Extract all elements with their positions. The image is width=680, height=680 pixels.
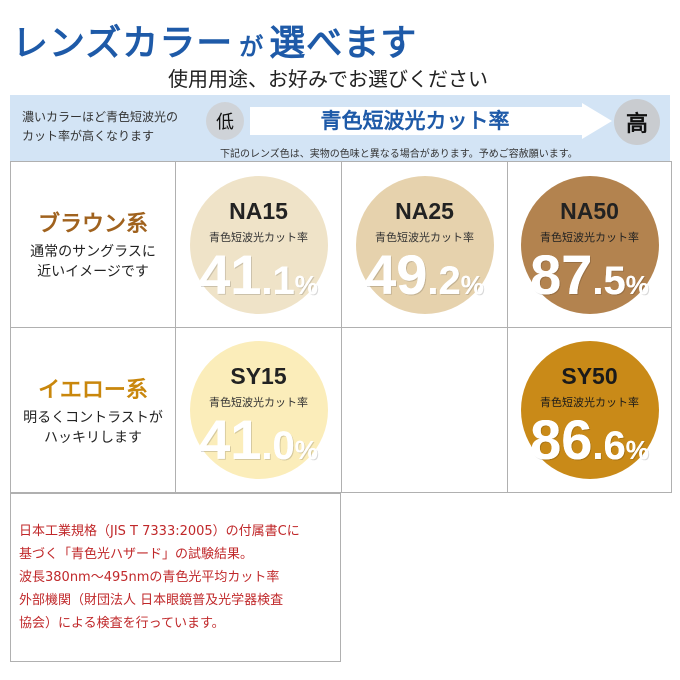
cut-rate-dec: .1: [261, 258, 295, 303]
lens-cell-empty: [341, 327, 508, 493]
lens-cut-rate: 41.1%: [190, 242, 328, 307]
cut-rate-dec: .2: [427, 258, 461, 303]
cut-rate-int: 41: [199, 242, 262, 306]
title-end: 選べます: [269, 23, 418, 64]
lens-swatch: NA50 青色短波光カット率 87.5%: [520, 175, 659, 314]
lens-caption: 青色短波光カット率: [209, 396, 308, 409]
lens-code: NA25: [395, 197, 454, 224]
cut-rate-pct: %: [460, 269, 484, 300]
lens-swatch: NA15 青色短波光カット率 41.1%: [189, 175, 328, 314]
footnote-line: 日本工業規格（JIS T 7333:2005）の付属書Cに: [19, 524, 300, 539]
cut-rate-dec: .5: [592, 258, 626, 303]
cut-rate-int: 41: [199, 408, 262, 471]
footnote-line: 協会）による検査を行っています。: [19, 616, 225, 631]
row-desc-line: 通常のサングラスに: [30, 244, 156, 260]
footnote-box: 日本工業規格（JIS T 7333:2005）の付属書Cに 基づく「青色光ハザー…: [10, 493, 341, 662]
lens-cell-sy15: SY15 青色短波光カット率 41.0%: [175, 327, 342, 493]
band-note-line2: カット率が高くなります: [22, 129, 155, 143]
page-subtitle: 使用用途、お好みでお選びください: [168, 67, 488, 91]
footnote-line: 外部機関（財団法人 日本眼鏡普及光学器検査: [19, 593, 284, 608]
lens-code: SY15: [230, 363, 287, 389]
lens-cut-rate: 41.0%: [190, 407, 328, 472]
band-note-line1: 濃いカラーほど青色短波光の: [22, 110, 179, 124]
color-disclaimer: 下記のレンズ色は、実物の色味と異なる場合があります。予めご容赦願います。: [220, 149, 578, 160]
row-desc-line: 明るくコントラストが: [23, 410, 163, 426]
row-desc-line: ハッキリします: [44, 430, 142, 446]
lens-swatch: NA25 青色短波光カット率 49.2%: [355, 175, 494, 314]
footnote-line: 波長380nm～495nmの青色光平均カット率: [19, 570, 280, 585]
row-desc-brown: 通常のサングラスに 近いイメージです: [11, 242, 175, 282]
cut-rate-pct: %: [625, 269, 649, 300]
lens-caption: 青色短波光カット率: [375, 230, 474, 244]
lens-cell-sy50: SY50 青色短波光カット率 86.6%: [507, 327, 672, 493]
lens-swatch: SY15 青色短波光カット率 41.0%: [189, 341, 328, 479]
lens-caption: 青色短波光カット率: [209, 230, 308, 244]
title-particle: が: [239, 33, 264, 61]
cut-rate-dec: .6: [592, 424, 626, 468]
cut-rate-int: 49: [365, 242, 428, 306]
lens-cut-rate: 86.6%: [521, 407, 659, 472]
cut-rate-pct: %: [294, 269, 318, 300]
lens-code: NA15: [229, 197, 288, 224]
cut-rate-int: 87: [530, 242, 593, 306]
low-marker: 低: [206, 102, 244, 140]
row-desc-yellow: 明るくコントラストが ハッキリします: [11, 408, 175, 448]
lens-swatch: SY50 青色短波光カット率 86.6%: [520, 341, 659, 479]
row-title-yellow: イエロー系: [38, 378, 148, 403]
row-header-yellow: イエロー系 明るくコントラストが ハッキリします: [10, 327, 176, 493]
lens-cell-na50: NA50 青色短波光カット率 87.5%: [507, 161, 672, 328]
high-marker: 高: [614, 99, 660, 145]
row-header-brown: ブラウン系 通常のサングラスに 近いイメージです: [10, 161, 176, 328]
lens-code: NA50: [560, 197, 619, 224]
lens-cell-na15: NA15 青色短波光カット率 41.1%: [175, 161, 342, 328]
cut-rate-pct: %: [625, 435, 649, 465]
row-desc-line: 近いイメージです: [37, 264, 149, 280]
lens-caption: 青色短波光カット率: [540, 230, 639, 244]
cut-rate-dec: .0: [261, 424, 295, 468]
row-title-brown: ブラウン系: [37, 212, 148, 237]
footnote-text: 日本工業規格（JIS T 7333:2005）の付属書Cに 基づく「青色光ハザー…: [19, 520, 300, 635]
lens-cut-rate: 49.2%: [356, 242, 494, 307]
lens-cut-rate: 87.5%: [521, 242, 659, 307]
title-main: レンズカラー: [12, 23, 234, 64]
page-title: レンズカラーが選べます: [12, 14, 482, 64]
cut-rate-band: 濃いカラーほど青色短波光の カット率が高くなります 低 青色短波光カット率 高 …: [10, 95, 670, 161]
cut-rate-pct: %: [294, 435, 318, 465]
arrow-label: 青色短波光カット率: [320, 109, 510, 133]
footnote-line: 基づく「青色光ハザード」の試験結果。: [19, 547, 254, 562]
band-note: 濃いカラーほど青色短波光の カット率が高くなります: [22, 108, 202, 146]
right-arrow-icon: [250, 103, 612, 139]
lens-code: SY50: [561, 363, 618, 389]
lens-caption: 青色短波光カット率: [540, 396, 639, 409]
lens-cell-na25: NA25 青色短波光カット率 49.2%: [341, 161, 508, 328]
cut-rate-int: 86: [530, 408, 593, 471]
lens-grid: ブラウン系 通常のサングラスに 近いイメージです NA15 青色短波光カット率 …: [10, 161, 672, 493]
